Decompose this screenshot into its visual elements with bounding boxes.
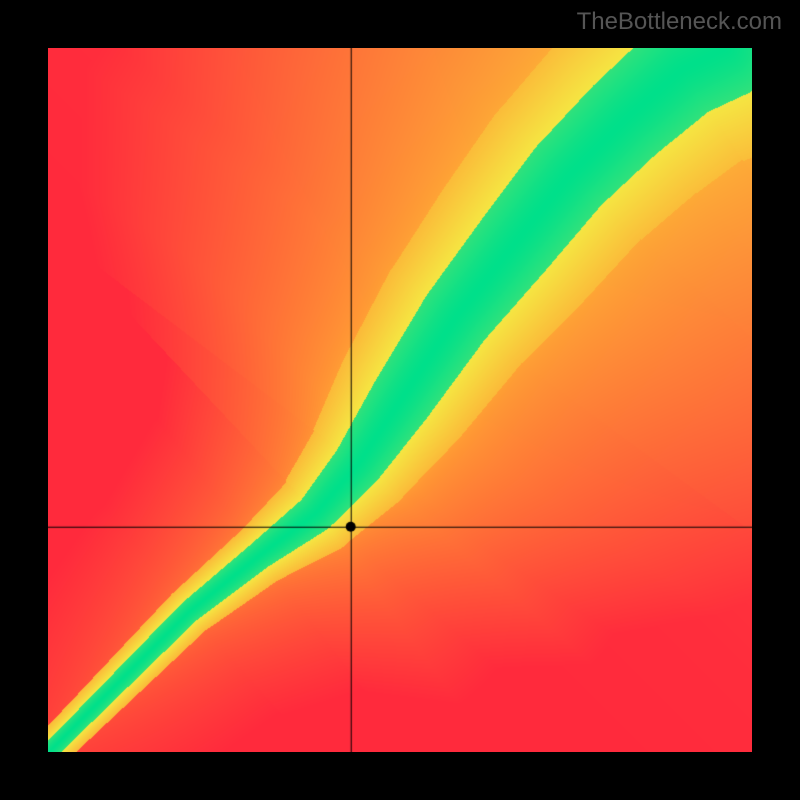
watermark-text: TheBottleneck.com [577, 8, 782, 36]
heatmap-canvas [48, 48, 752, 752]
chart-container: TheBottleneck.com [0, 0, 800, 800]
